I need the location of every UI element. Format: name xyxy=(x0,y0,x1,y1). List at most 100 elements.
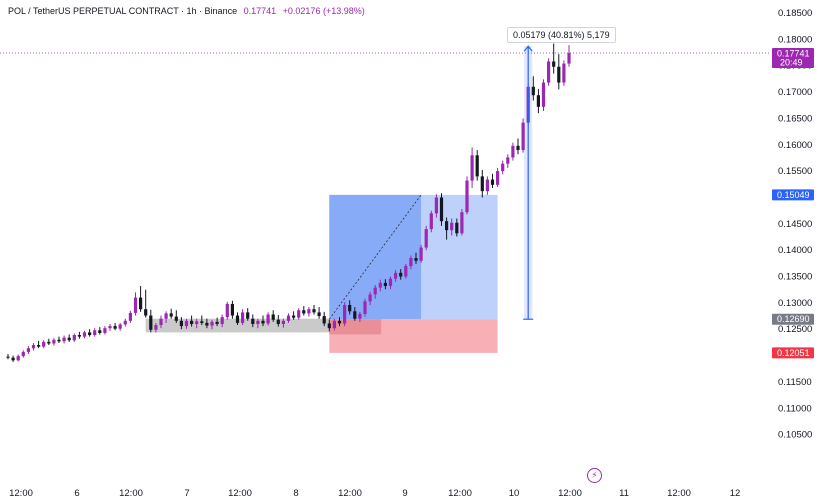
candle-body-38 xyxy=(200,321,204,323)
candle-body-103 xyxy=(531,86,535,96)
candle-body-99 xyxy=(511,145,515,158)
stop-zone-filled xyxy=(329,319,382,335)
candle-body-108 xyxy=(557,66,561,83)
x-tick-8: 12:00 xyxy=(448,488,472,499)
candle-body-13 xyxy=(72,335,76,341)
candle-body-109 xyxy=(562,63,566,83)
candle-body-3 xyxy=(21,351,25,357)
candle-body-94 xyxy=(485,179,489,192)
candle-body-71 xyxy=(368,294,372,302)
x-tick-5: 8 xyxy=(293,488,298,499)
y-tick-4: 0.16500 xyxy=(778,113,812,124)
candle-body-86 xyxy=(445,221,449,231)
candle-body-100 xyxy=(516,145,520,151)
candle-body-25 xyxy=(133,297,138,313)
candle-body-97 xyxy=(501,163,505,172)
candle-body-92 xyxy=(475,155,479,177)
candle-body-59 xyxy=(307,309,311,314)
x-tick-1: 6 xyxy=(74,488,79,499)
lightning-icon[interactable]: ⚡ xyxy=(587,468,602,483)
symbol-title[interactable]: POL / TetherUS PERPETUAL CONTRACT · 1h ·… xyxy=(8,6,238,16)
candle-body-77 xyxy=(399,272,403,277)
last-price-tag-bg xyxy=(772,48,814,69)
target-price-tag-bg xyxy=(772,189,814,201)
candle-body-48 xyxy=(251,318,255,324)
x-tick-10: 12:00 xyxy=(558,488,582,499)
candle-body-55 xyxy=(286,315,291,321)
y-tick-1: 0.18000 xyxy=(778,34,812,45)
candle-body-81 xyxy=(419,247,423,261)
candle-body-47 xyxy=(246,312,250,319)
candle-body-90 xyxy=(465,180,469,213)
candle-body-101 xyxy=(521,122,525,151)
candle-body-54 xyxy=(281,320,285,324)
candle-body-76 xyxy=(394,272,398,279)
last-price-tag-sub: 20:49 xyxy=(780,58,803,68)
candle-body-20 xyxy=(108,326,112,329)
candle-body-4 xyxy=(26,348,30,352)
y-tick-13: 0.11000 xyxy=(778,403,812,414)
symbol-header: POL / TetherUS PERPETUAL CONTRACT · 1h ·… xyxy=(8,6,365,16)
candle-body-74 xyxy=(383,282,387,287)
candle-body-66 xyxy=(343,304,347,324)
y-tick-14: 0.10500 xyxy=(778,430,812,441)
candle-body-15 xyxy=(82,332,87,337)
candle-body-17 xyxy=(93,330,97,336)
candle-body-2 xyxy=(16,356,20,361)
candle-body-27 xyxy=(144,309,148,316)
candle-body-41 xyxy=(215,321,219,324)
candle-body-5 xyxy=(31,345,36,349)
candle-body-79 xyxy=(409,258,413,266)
candle-body-16 xyxy=(88,332,92,336)
y-tick-10: 0.13000 xyxy=(778,298,812,309)
x-tick-3: 7 xyxy=(184,488,189,499)
candle-body-36 xyxy=(190,320,194,324)
candle-body-52 xyxy=(271,314,275,320)
candle-body-82 xyxy=(424,229,428,248)
candle-body-35 xyxy=(184,320,189,327)
candle-body-43 xyxy=(225,303,229,318)
candle-body-85 xyxy=(439,197,444,222)
candle-body-95 xyxy=(490,179,495,185)
candle-body-34 xyxy=(179,320,183,327)
candle-body-1 xyxy=(11,357,15,361)
candle-body-56 xyxy=(292,315,296,318)
x-tick-2: 12:00 xyxy=(119,488,143,499)
candle-body-61 xyxy=(317,312,321,317)
x-axis: 12:00 6 12:00 7 12:00 8 12:00 9 12:00 10 12:00 11 12… xyxy=(9,488,740,499)
candle-body-0 xyxy=(6,356,10,358)
candle-body-75 xyxy=(388,278,393,287)
x-tick-0: 12:00 xyxy=(9,488,33,499)
candle-body-26 xyxy=(139,297,143,310)
x-tick-13: 12 xyxy=(730,488,741,499)
candle-body-9 xyxy=(52,339,56,344)
candle-body-104 xyxy=(536,95,540,107)
y-tick-8: 0.14000 xyxy=(778,245,812,256)
candle-body-110 xyxy=(567,53,571,64)
x-tick-7: 9 xyxy=(402,488,407,499)
candle-body-14 xyxy=(77,335,81,337)
y-tick-11: 0.12500 xyxy=(778,324,812,335)
candle-body-40 xyxy=(210,321,214,326)
candle-body-32 xyxy=(169,313,173,317)
candle-body-11 xyxy=(62,337,66,342)
measure-arrow xyxy=(523,45,533,52)
target-price-tag-text: 0.15049 xyxy=(777,190,810,200)
entry-price-tag-bg xyxy=(772,313,814,325)
candle-body-10 xyxy=(57,339,61,342)
candle-body-72 xyxy=(373,287,377,295)
candle-body-57 xyxy=(297,310,301,318)
candle-body-31 xyxy=(164,313,168,319)
candles xyxy=(6,43,571,362)
candle-body-106 xyxy=(547,61,551,83)
candle-body-8 xyxy=(47,341,51,344)
candle-body-63 xyxy=(327,323,331,329)
candle-body-84 xyxy=(434,197,438,214)
candle-body-105 xyxy=(541,82,546,107)
candle-body-70 xyxy=(363,301,367,314)
candle-body-46 xyxy=(241,312,245,323)
candle-body-51 xyxy=(266,314,270,324)
candle-body-98 xyxy=(506,157,510,164)
